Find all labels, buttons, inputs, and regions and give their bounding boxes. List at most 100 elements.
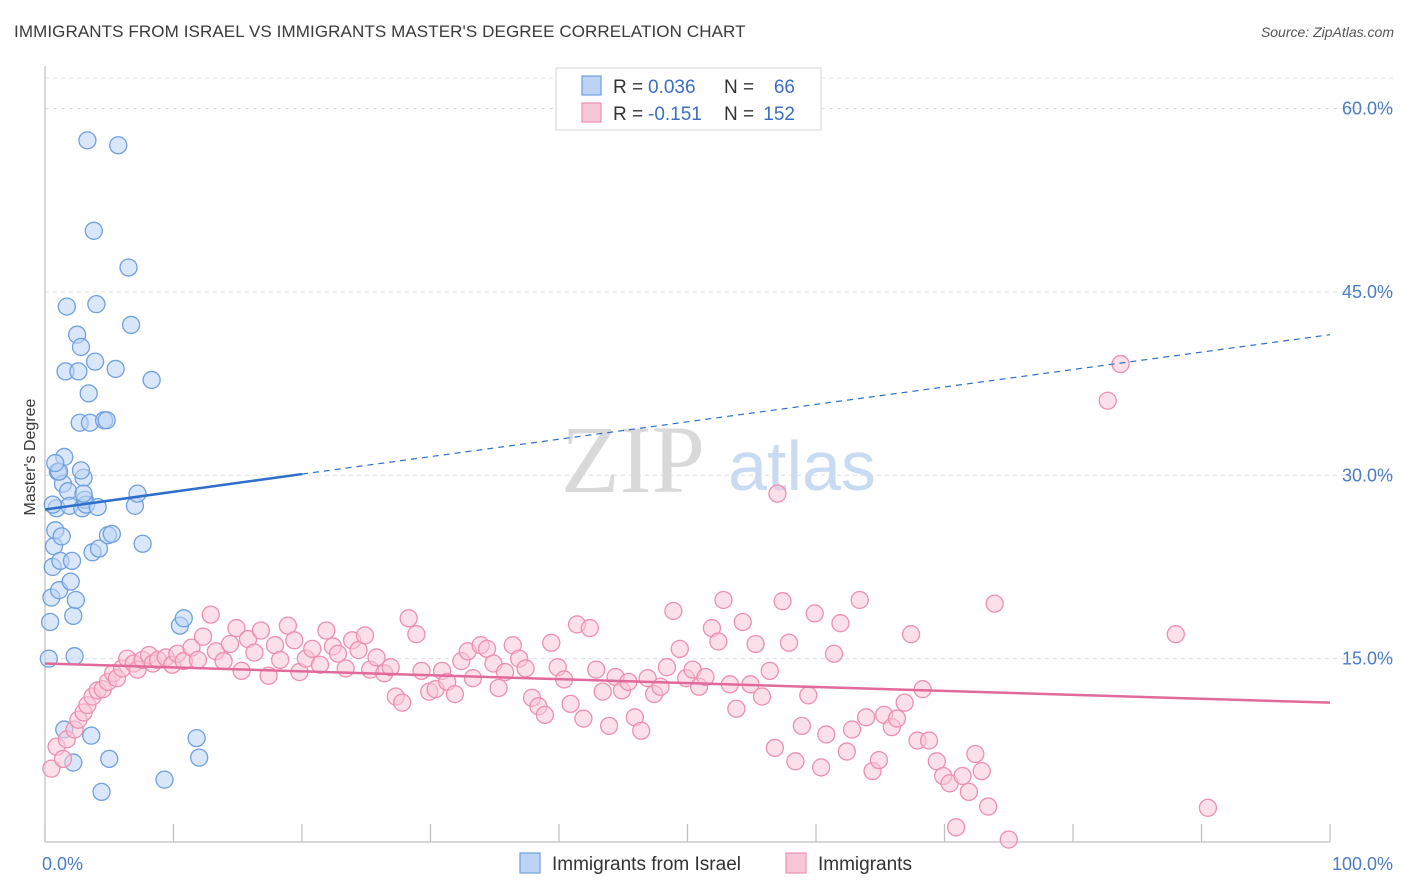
point-immigrants-141 — [919, 731, 939, 750]
point-immigrants-149 — [972, 761, 991, 781]
point-israel-54 — [155, 770, 174, 789]
point-israel-64 — [71, 461, 91, 480]
chart-title: IMMIGRANTS FROM ISRAEL VS IMMIGRANTS MAS… — [14, 22, 746, 41]
point-immigrants-106 — [696, 667, 715, 687]
point-israel-14 — [57, 297, 76, 316]
point-immigrants-61 — [407, 625, 426, 644]
point-immigrants-60 — [399, 609, 418, 628]
point-immigrants-157 — [768, 484, 787, 503]
point-immigrants-90 — [593, 682, 612, 701]
point-israel-53 — [142, 370, 161, 390]
point-immigrants-59 — [393, 693, 412, 712]
point-immigrants-121 — [792, 716, 812, 736]
point-israel-56 — [174, 609, 193, 628]
stats-legend: R = 0.036 N = 66 R = -0.151 N = 152 — [555, 67, 822, 131]
point-israel-10 — [52, 527, 71, 546]
point-immigrants-136 — [887, 709, 907, 728]
series-legend: Immigrants from Israel Immigrants — [519, 852, 912, 875]
watermark: ZIP atlas — [561, 406, 876, 513]
point-israel-46 — [106, 359, 125, 379]
point-israel-35 — [84, 221, 103, 240]
series-legend-swatch-immigrants — [785, 852, 807, 874]
point-immigrants-57 — [381, 658, 400, 677]
point-immigrants-131 — [856, 708, 876, 727]
point-immigrants-154 — [1166, 625, 1185, 644]
point-israel-25 — [71, 337, 91, 357]
point-israel-31 — [79, 384, 98, 403]
point-israel-17 — [61, 572, 80, 591]
trend-line-immigrants — [44, 662, 1331, 704]
trend-line-israel-solid — [44, 472, 303, 511]
point-immigrants-82 — [542, 633, 561, 652]
point-immigrants-120 — [786, 752, 805, 771]
trend-lines — [44, 334, 1331, 704]
watermark-atlas: atlas — [728, 427, 876, 505]
point-immigrants-115 — [752, 687, 772, 706]
point-immigrants-153 — [1111, 354, 1130, 374]
watermark-zip: ZIP — [561, 406, 705, 513]
point-israel-52 — [133, 534, 152, 553]
series-legend-label-immigrants: Immigrants — [818, 854, 912, 875]
legend-swatch-israel — [581, 75, 602, 96]
point-immigrants-40 — [271, 650, 290, 670]
point-immigrants-102 — [670, 639, 689, 659]
point-immigrants-125 — [817, 725, 836, 744]
point-israel-23 — [69, 362, 88, 381]
point-immigrants-126 — [824, 644, 844, 663]
legend-r-label-1: R = — [613, 104, 643, 125]
point-israel-21 — [66, 590, 85, 610]
point-immigrants-122 — [799, 686, 818, 705]
point-israel-19 — [64, 606, 83, 626]
point-immigrants-67 — [445, 684, 465, 704]
point-immigrants-78 — [516, 659, 535, 678]
legend-n-value-1: 152 — [763, 104, 795, 125]
point-israel-33 — [82, 726, 101, 745]
axes — [44, 66, 1331, 843]
point-israel-30 — [78, 131, 97, 150]
point-israel-57 — [187, 728, 206, 748]
point-immigrants-124 — [811, 758, 831, 777]
grid-lines — [45, 77, 1393, 660]
point-israel-49 — [121, 315, 141, 335]
point-immigrants-114 — [746, 634, 765, 654]
point-immigrants-62 — [412, 661, 431, 681]
point-immigrants-2 — [53, 749, 73, 769]
point-immigrants-45 — [303, 639, 322, 659]
point-immigrants-99 — [651, 677, 670, 696]
point-immigrants-118 — [773, 592, 792, 611]
point-immigrants-111 — [727, 699, 746, 718]
series-israel-points — [39, 131, 209, 802]
point-immigrants-116 — [760, 661, 779, 681]
point-immigrants-85 — [561, 694, 580, 714]
point-immigrants-147 — [959, 782, 979, 802]
point-immigrants-31 — [214, 651, 233, 671]
point-israel-40 — [92, 782, 111, 802]
point-israel-51 — [128, 484, 147, 503]
y-tick-label-0: 15.0% — [1342, 649, 1393, 669]
point-israel-1 — [40, 612, 60, 632]
point-immigrants-89 — [587, 660, 606, 679]
point-israel-61 — [46, 453, 65, 473]
point-israel-44 — [100, 749, 119, 769]
x-tick-label-1: 100.0% — [1332, 854, 1393, 874]
y-tick-label-3: 60.0% — [1342, 99, 1393, 119]
point-immigrants-127 — [831, 614, 850, 633]
legend-r-label-0: R = — [613, 77, 643, 98]
point-israel-60 — [43, 495, 62, 514]
point-immigrants-87 — [574, 709, 593, 728]
point-immigrants-101 — [664, 601, 683, 621]
point-immigrants-32 — [220, 634, 240, 654]
source-label: Source: ZipAtlas.com — [1260, 24, 1394, 40]
legend-swatch-immigrants — [581, 102, 602, 123]
point-immigrants-53 — [355, 626, 375, 645]
point-immigrants-109 — [714, 590, 733, 610]
point-immigrants-148 — [966, 744, 985, 764]
point-immigrants-138 — [901, 625, 921, 644]
y-tick-label-2: 45.0% — [1342, 282, 1393, 302]
legend-r-value-0: 0.036 — [648, 77, 696, 98]
point-immigrants-36 — [245, 643, 264, 662]
point-immigrants-29 — [201, 605, 220, 624]
point-immigrants-88 — [580, 618, 599, 638]
point-immigrants-145 — [946, 818, 966, 837]
point-immigrants-96 — [632, 721, 651, 740]
